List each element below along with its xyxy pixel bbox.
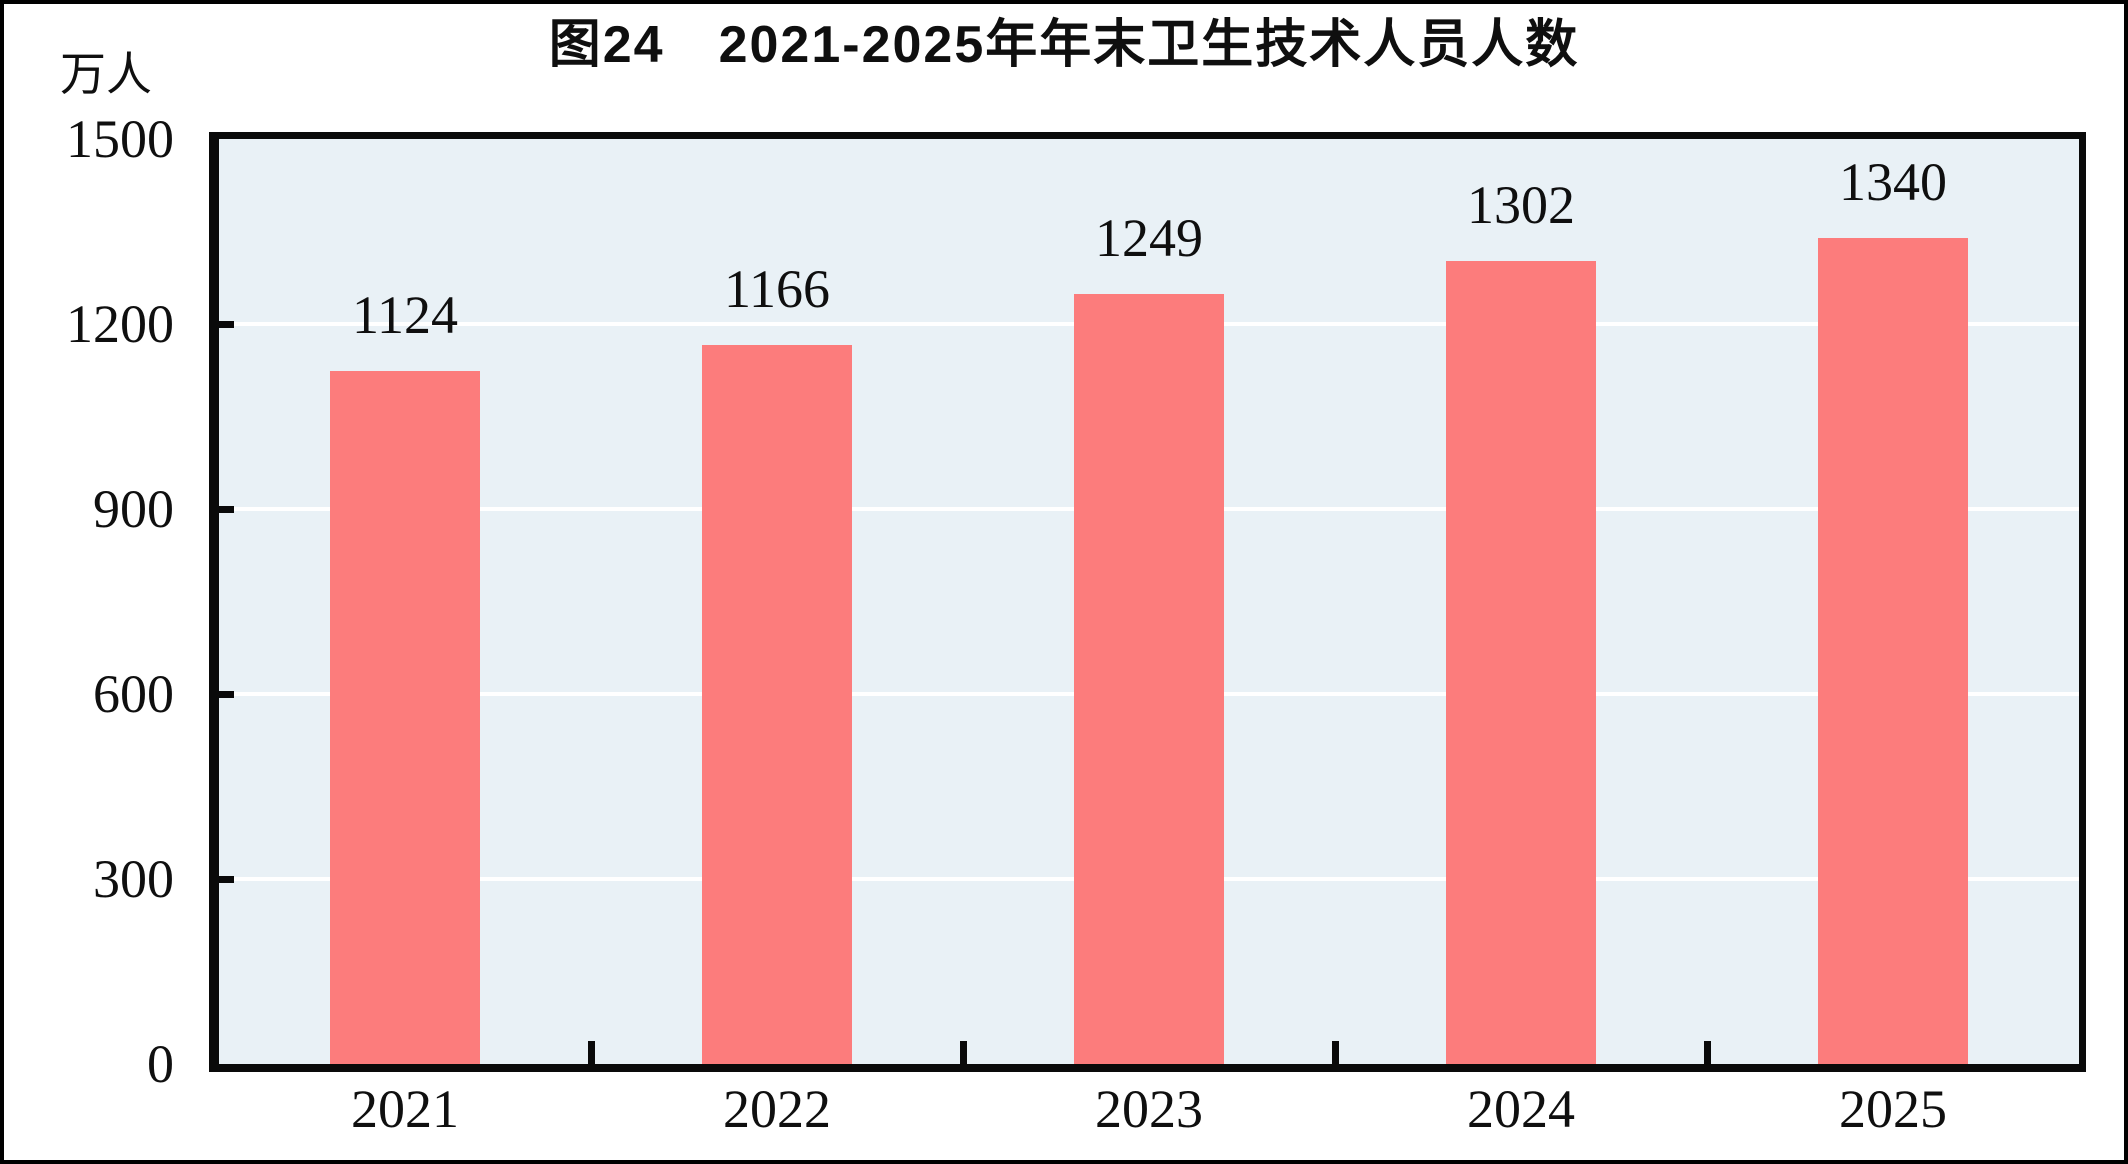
y-tick-label: 600 [93, 664, 174, 724]
plot-inner: 1124 1166 1249 1302 1340 [219, 139, 2079, 1064]
bar-value-label: 1340 [1839, 151, 1947, 212]
y-axis-tick [219, 320, 234, 328]
chart-title: 图24 2021-2025年年末卫生技术人员人数 [548, 16, 1580, 74]
y-axis-unit-label: 万人 [60, 49, 152, 100]
bar [330, 370, 480, 1064]
y-axis-tick [219, 505, 234, 513]
bar-value-label: 1166 [724, 258, 830, 319]
bar-value-label: 1302 [1467, 175, 1575, 236]
bar [1818, 237, 1968, 1064]
y-tick-label: 900 [93, 479, 174, 539]
x-tick-label: 2023 [1095, 1079, 1203, 1139]
y-axis-tick [219, 690, 234, 698]
x-tick-label: 2024 [1467, 1079, 1575, 1139]
bar-value-label: 1249 [1095, 207, 1203, 268]
x-axis-tick [587, 1041, 595, 1064]
bar-group: 1340 [1818, 154, 1968, 1064]
bar-value-label: 1124 [352, 284, 458, 345]
x-tick-label: 2025 [1839, 1079, 1947, 1139]
y-axis-tick [219, 875, 234, 883]
y-tick-label: 1200 [66, 294, 174, 354]
y-tick-label: 0 [147, 1034, 174, 1094]
bar-group: 1166 [702, 261, 852, 1064]
y-tick-label: 1500 [66, 109, 174, 169]
x-tick-label: 2022 [723, 1079, 831, 1139]
x-axis-tick [1703, 1041, 1711, 1064]
x-axis-tick [1331, 1041, 1339, 1064]
bar-group: 1124 [330, 287, 480, 1064]
bar-group: 1302 [1446, 177, 1596, 1064]
bar [702, 344, 852, 1064]
bar [1074, 293, 1224, 1064]
bar [1446, 261, 1596, 1064]
x-axis-tick [959, 1041, 967, 1064]
bar-group: 1249 [1074, 210, 1224, 1064]
plot-area: 1124 1166 1249 1302 1340 [209, 132, 2086, 1072]
y-tick-label: 300 [93, 849, 174, 909]
x-tick-label: 2021 [351, 1079, 459, 1139]
